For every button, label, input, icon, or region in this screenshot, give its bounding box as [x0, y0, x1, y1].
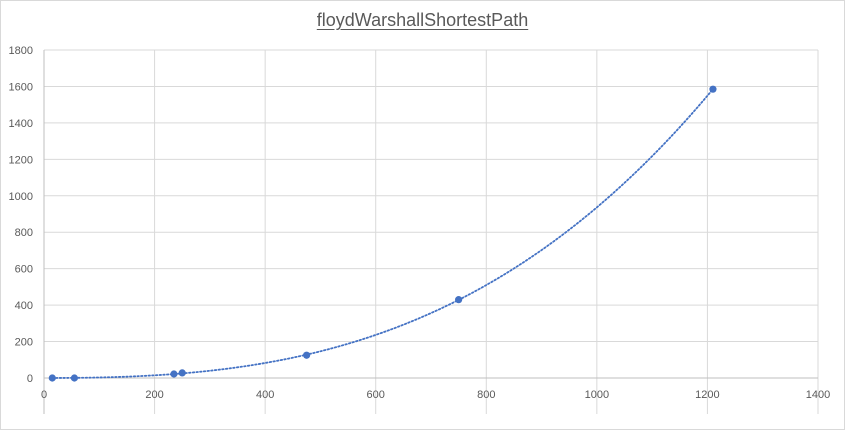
data-point-6 [709, 85, 717, 93]
y-tick-label-1200: 1200 [9, 154, 33, 166]
y-tick-label-1000: 1000 [9, 191, 33, 203]
x-tick-label-200: 200 [145, 389, 163, 401]
grid-lines [44, 49, 819, 414]
x-tick-label-800: 800 [477, 389, 495, 401]
x-tick-label-1200: 1200 [695, 389, 719, 401]
tick-labels: 0 200 400 600 800 1000 1200 1400 1600 1800 0 200 400… [9, 45, 831, 401]
axes [43, 50, 818, 414]
data-point-4 [303, 351, 311, 359]
x-tick-label-1000: 1000 [585, 389, 609, 401]
trendline [51, 88, 714, 379]
y-tick-label-0: 0 [27, 373, 33, 385]
x-tick-label-1400: 1400 [806, 389, 830, 401]
y-tick-label-1400: 1400 [9, 118, 33, 130]
data-point-1 [70, 374, 79, 382]
data-point-3 [178, 369, 186, 377]
y-tick-label-800: 800 [15, 227, 33, 239]
y-tick-label-400: 400 [15, 300, 33, 312]
data-points [48, 85, 717, 382]
data-point-5 [455, 296, 463, 304]
y-tick-label-1600: 1600 [9, 81, 33, 93]
data-point-0 [48, 374, 56, 382]
y-tick-label-200: 200 [15, 337, 33, 349]
x-tick-label-0: 0 [41, 389, 47, 401]
y-tick-label-600: 600 [15, 264, 33, 276]
chart-title: floydWarshallShortestPath [316, 10, 529, 30]
x-tick-label-400: 400 [256, 389, 274, 401]
trendline-layer [51, 88, 714, 379]
data-point-2 [170, 370, 178, 378]
x-tick-label-600: 600 [367, 389, 385, 401]
y-tick-label-1800: 1800 [9, 45, 33, 57]
